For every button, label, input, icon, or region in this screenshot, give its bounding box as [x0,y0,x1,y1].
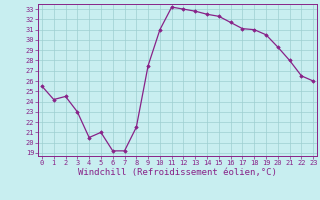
X-axis label: Windchill (Refroidissement éolien,°C): Windchill (Refroidissement éolien,°C) [78,168,277,177]
